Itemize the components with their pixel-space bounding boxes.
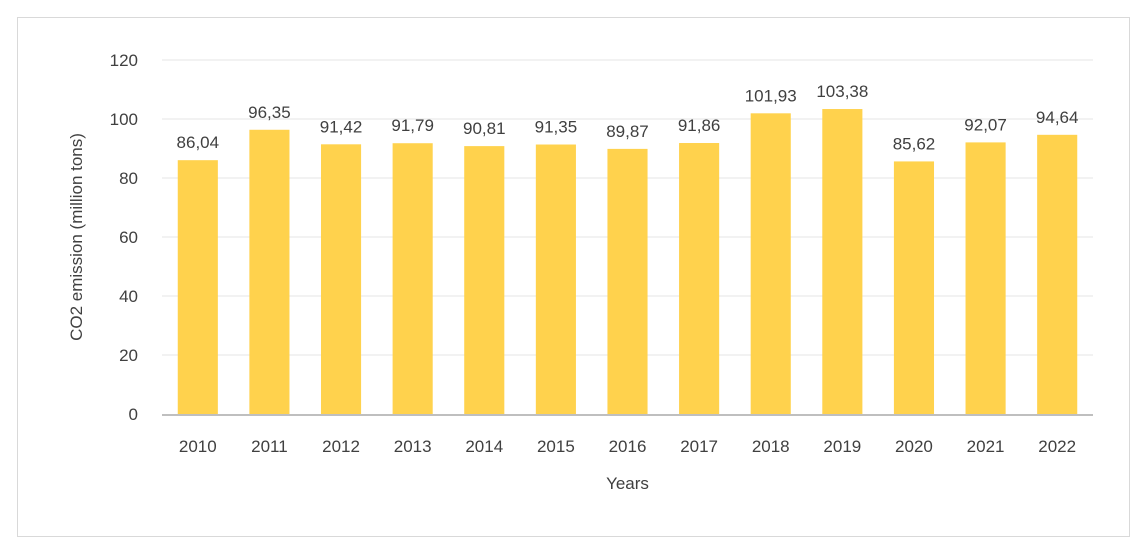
- x-tick-label: 2019: [823, 437, 861, 456]
- gridlines: [162, 59, 1093, 356]
- data-label-2011: 96,35: [248, 103, 291, 122]
- y-tick-label: 60: [119, 228, 138, 247]
- x-tick-label: 2018: [752, 437, 790, 456]
- bar-2017: [679, 143, 720, 414]
- data-label-2022: 94,64: [1036, 108, 1079, 127]
- y-axis-ticks: 0 20 40 60 80 100 120: [110, 51, 138, 424]
- data-label-2012: 91,42: [320, 117, 363, 136]
- x-tick-label: 2011: [251, 437, 288, 456]
- bar-2013: [392, 143, 433, 415]
- data-label-2013: 91,79: [391, 116, 434, 135]
- bar-2012: [320, 144, 362, 414]
- y-axis-title: CO2 emission (million tons): [67, 133, 86, 341]
- x-axis-title: Years: [606, 474, 649, 493]
- bar-2016: [607, 148, 648, 415]
- x-tick-label: 2022: [1038, 437, 1076, 456]
- data-label-2017: 91,86: [678, 116, 721, 135]
- data-label-2019: 103,38: [816, 82, 868, 101]
- bar-2015: [535, 144, 576, 414]
- bar-2019: [822, 109, 863, 415]
- y-tick-label: 20: [119, 346, 138, 365]
- x-tick-label: 2012: [322, 437, 360, 456]
- bar-2021: [965, 142, 1006, 414]
- bar-2022: [1037, 134, 1078, 414]
- x-axis-ticks: 2010 2011 2012 2013 2014 2015 2016 2017 2018 2019…: [179, 437, 1076, 456]
- data-label-2018: 101,93: [745, 86, 797, 105]
- y-tick-label: 100: [110, 110, 138, 129]
- data-label-2020: 85,62: [893, 134, 936, 153]
- y-tick-label: 0: [129, 405, 138, 424]
- bars: [177, 109, 1078, 415]
- data-label-2014: 90,81: [463, 119, 506, 138]
- bar-2010: [177, 160, 218, 414]
- data-labels: 86,04 96,35 91,42 91,79 90,81 91,35 89,87 91,86…: [177, 82, 1079, 153]
- y-tick-label: 120: [110, 51, 138, 70]
- x-tick-label: 2021: [967, 437, 1005, 456]
- x-tick-label: 2013: [394, 437, 432, 456]
- data-label-2015: 91,35: [535, 118, 578, 137]
- bar-2014: [464, 146, 505, 414]
- x-tick-label: 2015: [537, 437, 575, 456]
- x-tick-label: 2010: [179, 437, 217, 456]
- bar-2011: [249, 129, 290, 414]
- data-label-2016: 89,87: [606, 122, 649, 141]
- x-tick-label: 2016: [609, 437, 647, 456]
- bar-2018: [750, 113, 791, 414]
- data-label-2010: 86,04: [177, 133, 220, 152]
- y-tick-label: 80: [119, 169, 138, 188]
- y-tick-label: 40: [119, 287, 138, 306]
- x-tick-label: 2020: [895, 437, 933, 456]
- x-tick-label: 2014: [465, 437, 503, 456]
- x-tick-label: 2017: [680, 437, 718, 456]
- data-label-2021: 92,07: [964, 115, 1007, 134]
- bar-2020: [893, 161, 935, 414]
